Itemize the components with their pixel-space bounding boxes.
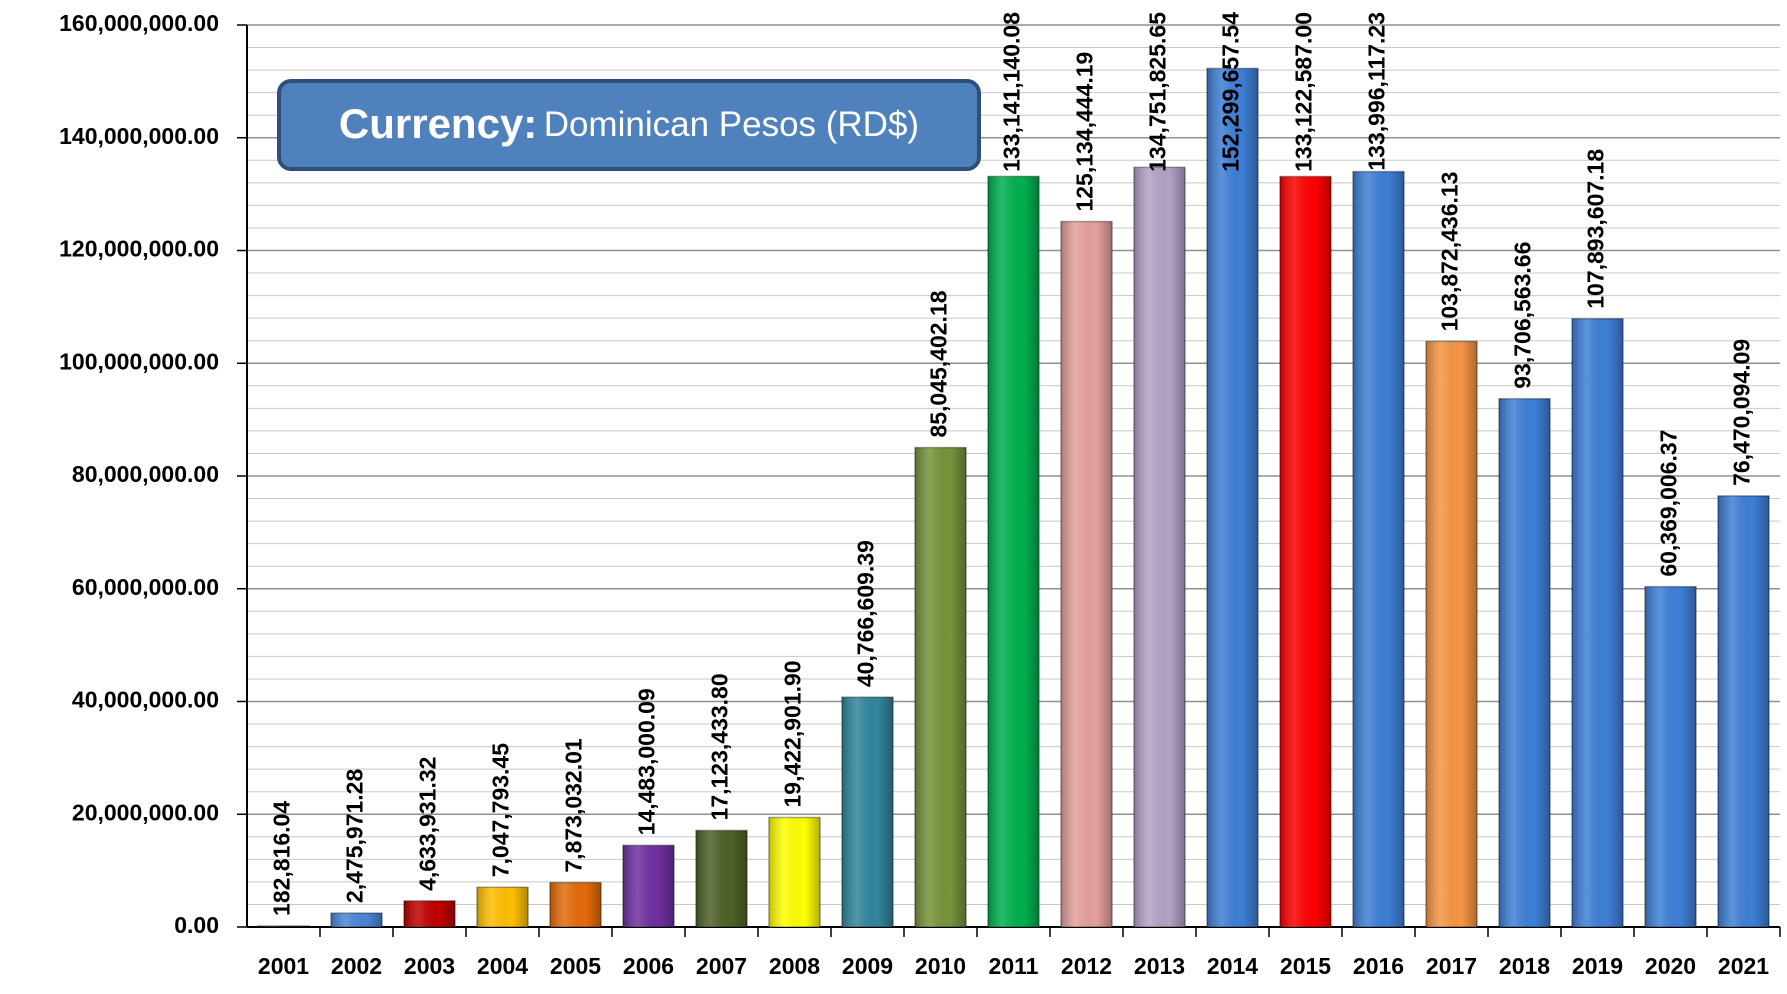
bar [1060,220,1113,928]
x-tick-label: 2003 [404,953,455,979]
bar [768,816,821,928]
bar [1352,170,1405,928]
x-tick-label: 2013 [1134,953,1185,979]
bar [841,696,894,928]
value-label: 103,872,436.13 [1437,172,1463,332]
value-label: 85,045,402.18 [926,290,952,437]
y-tick-label: 40,000,000.00 [72,687,219,713]
value-label: 76,470,094.09 [1729,339,1755,486]
value-label: 133,122,587.00 [1291,12,1317,172]
value-label: 182,816.04 [269,801,295,916]
bar [549,881,602,928]
x-tick-label: 2010 [915,953,966,979]
annotation-label: Currency: [339,100,537,147]
x-tick-label: 2014 [1207,953,1258,979]
bar [695,829,748,928]
x-tick-label: 2019 [1572,953,1623,979]
x-tick-label: 2018 [1499,953,1550,979]
y-tick-label: 100,000,000.00 [59,348,219,374]
value-label: 2,475,971.28 [342,769,368,904]
value-label: 152,299,657.54 [1218,12,1244,172]
x-tick-label: 2012 [1061,953,1112,979]
bar [914,446,967,928]
annotation: Currency: Dominican Pesos (RD$) [339,100,919,147]
x-tick-label: 2005 [550,953,601,979]
x-tick-label: 2004 [477,953,528,979]
y-tick-label: 160,000,000.00 [59,10,219,36]
bar [257,925,310,928]
value-label: 40,766,609.39 [853,540,879,687]
x-tick-label: 2008 [769,953,820,979]
x-tick-label: 2011 [989,953,1039,979]
value-label: 125,134,444.19 [1072,52,1098,212]
x-tick-label: 2006 [623,953,674,979]
x-tick-label: 2020 [1645,953,1696,979]
bar [330,912,383,928]
x-tick-label: 2009 [842,953,893,979]
x-tick-label: 2015 [1280,953,1331,979]
bar [1279,175,1332,928]
bar [1498,397,1551,928]
bar [403,900,456,928]
y-tick-label: 140,000,000.00 [59,123,219,149]
x-tick-label: 2007 [696,953,747,979]
value-label: 60,369,006.37 [1656,430,1682,577]
annotation-text: Dominican Pesos (RD$) [544,105,919,144]
value-label: 133,141,140.08 [999,12,1025,172]
bar [1133,166,1186,928]
x-tick-label: 2002 [331,953,382,979]
value-label: 4,633,931.32 [415,757,441,891]
y-tick-label: 20,000,000.00 [72,799,219,825]
value-label: 7,047,793.45 [488,743,514,878]
value-label: 19,422,901.90 [780,660,806,807]
annotation-box [277,79,981,171]
x-tick-label: 2017 [1426,953,1477,979]
bar [622,844,675,928]
y-tick-label: 0.00 [174,912,219,938]
bar [476,886,529,928]
value-label: 134,751,825.65 [1145,12,1171,172]
value-label: 93,706,563.66 [1510,242,1536,389]
bar [1206,67,1259,928]
value-label: 17,123,433.80 [707,673,733,820]
value-label: 14,483,000.09 [634,688,660,835]
x-tick-label: 2001 [258,953,309,979]
bar [987,175,1040,928]
value-label: 7,873,032.01 [561,738,587,873]
value-label: 107,893,607.18 [1583,149,1609,309]
value-label: 133,996,117.23 [1364,12,1390,171]
bar [1644,585,1697,928]
x-tick-label: 2016 [1353,953,1404,979]
bar [1425,340,1478,928]
y-tick-label: 60,000,000.00 [72,574,219,600]
y-tick-label: 80,000,000.00 [72,461,219,487]
bar [1717,495,1770,928]
y-tick-label: 120,000,000.00 [59,236,219,262]
bar [1571,317,1624,928]
x-tick-label: 2021 [1718,953,1769,979]
